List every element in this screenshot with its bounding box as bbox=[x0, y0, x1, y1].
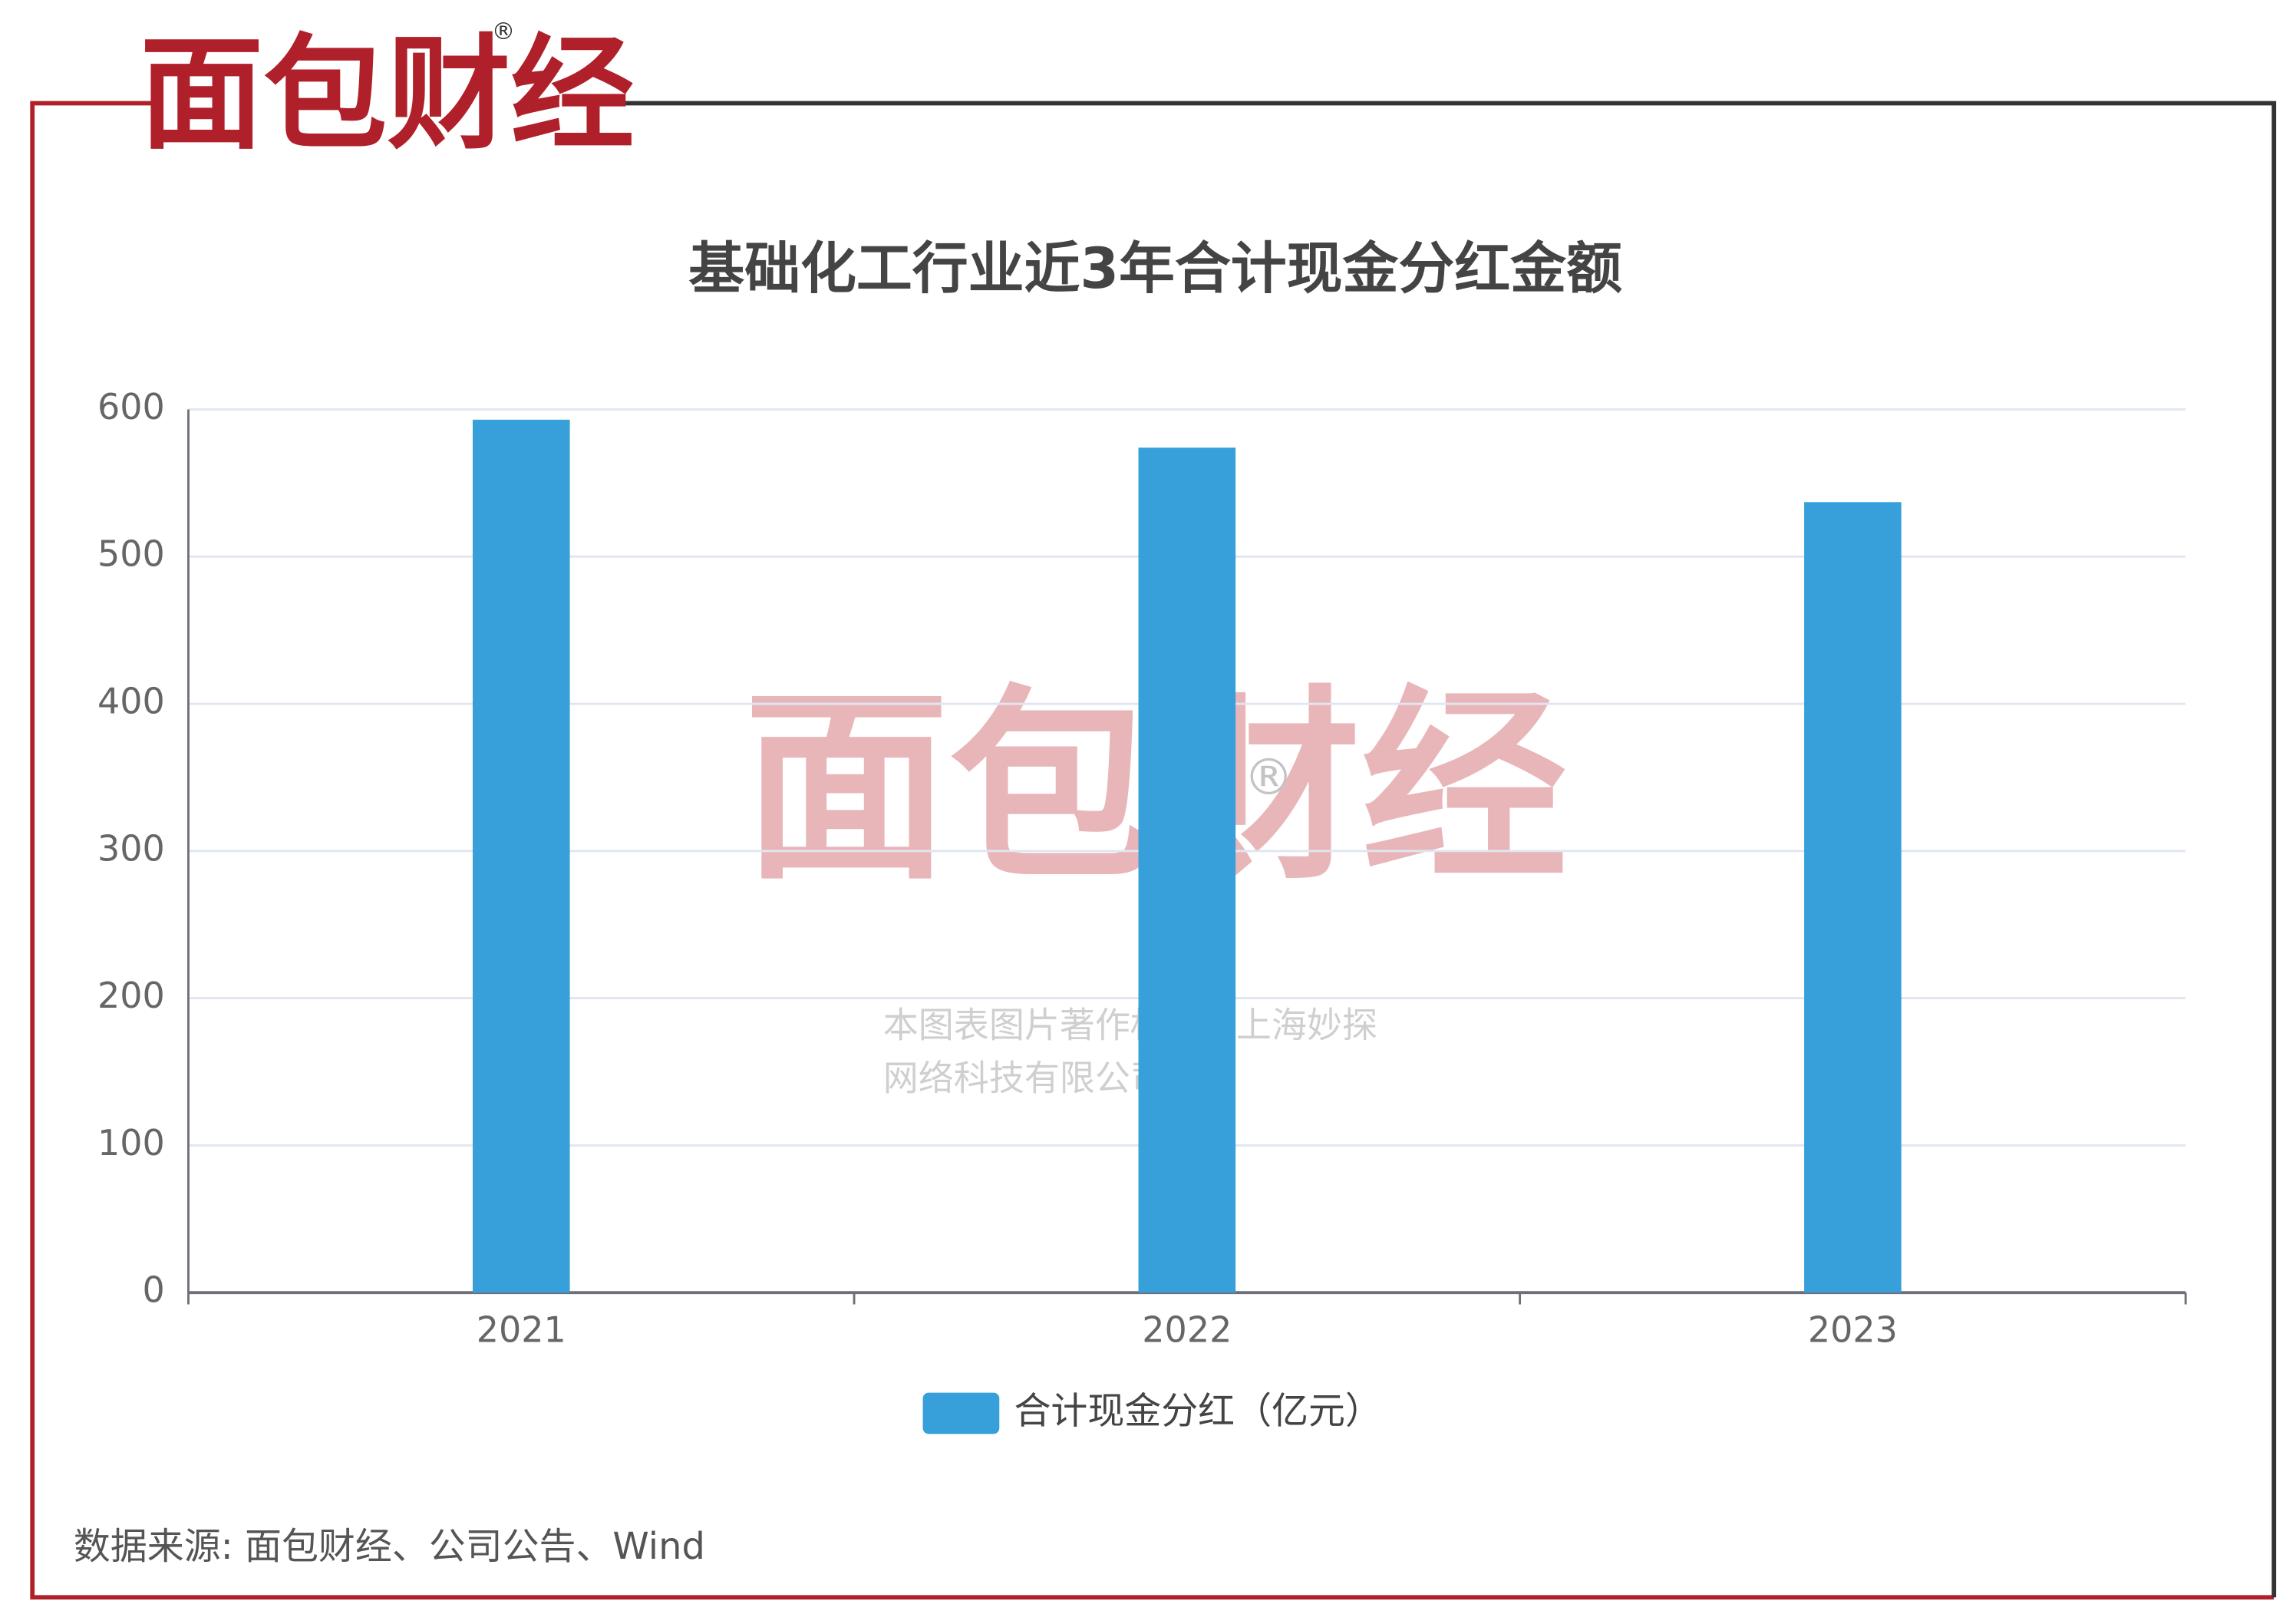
watermark-mark: ® bbox=[1244, 748, 1294, 807]
bar bbox=[1138, 447, 1236, 1293]
y-tick-label: 0 bbox=[143, 1269, 165, 1311]
x-tick-label: 2021 bbox=[477, 1309, 566, 1350]
logo: 面包财经 bbox=[140, 21, 634, 166]
source: 数据来源: 面包财经、公司公告、Wind bbox=[74, 1526, 705, 1568]
y-tick-label: 200 bbox=[97, 975, 165, 1016]
chart-title: 基础化工行业近3年合计现金分红金额 bbox=[688, 236, 1622, 302]
bar bbox=[472, 419, 570, 1293]
y-tick-label: 100 bbox=[97, 1122, 165, 1164]
frame-dark bbox=[618, 101, 2277, 1598]
x-tick-label: 2023 bbox=[1808, 1309, 1898, 1350]
legend-label: 合计现金分红（亿元） bbox=[1014, 1390, 1381, 1432]
y-tick-label: 500 bbox=[97, 533, 165, 575]
frame-red bbox=[30, 101, 2275, 1600]
y-tick-label: 300 bbox=[97, 827, 165, 869]
watermark-line: 本图表图片著作权属于上海妙探 bbox=[883, 1004, 1377, 1045]
bar bbox=[1804, 502, 1902, 1293]
watermark-line: 网络科技有限公司 bbox=[883, 1058, 1166, 1099]
y-tick-label: 400 bbox=[97, 681, 165, 722]
y-tick-label: 600 bbox=[97, 386, 165, 427]
logo-mark: ® bbox=[492, 18, 516, 45]
legend-swatch bbox=[922, 1392, 1000, 1434]
x-tick-label: 2022 bbox=[1142, 1309, 1232, 1350]
